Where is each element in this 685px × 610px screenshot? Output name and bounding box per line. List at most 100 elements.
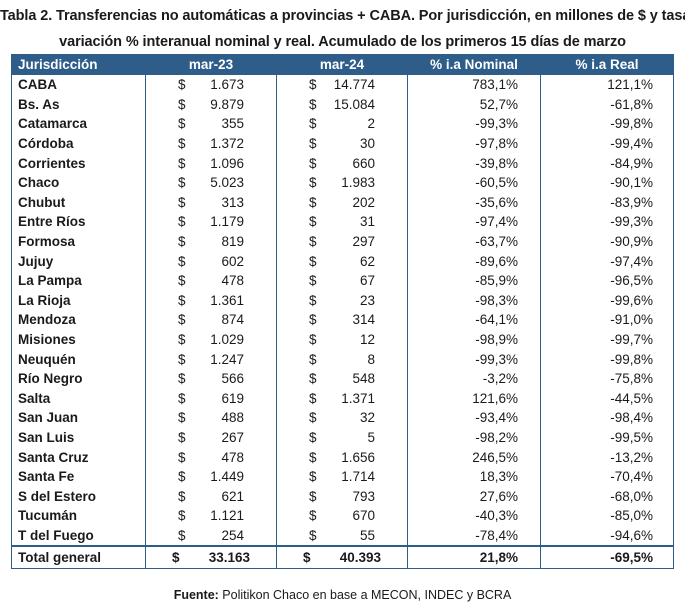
currency-symbol: $ — [178, 429, 186, 445]
table-row: Río Negro $566 $548 -3,2% -75,8% — [11, 368, 674, 389]
table-row: Misiones $1.029 $12 -98,9% -99,7% — [11, 329, 674, 350]
mar24-value: 202 — [352, 194, 375, 210]
table-row: Santa Cruz $478 $1.656 246,5% -13,2% — [11, 447, 674, 467]
mar24-value: 1.371 — [341, 390, 375, 406]
nominal-cell: -35,6% — [407, 192, 541, 213]
currency-symbol: $ — [309, 527, 317, 543]
source-text: Politikon Chaco en base a MECON, INDEC y… — [218, 588, 512, 602]
header-real: % i.a Real — [540, 54, 674, 75]
mar24-value: 12 — [359, 332, 375, 348]
mar24-value: 32 — [359, 410, 375, 426]
mar23-cell: $355 — [145, 114, 277, 134]
mar24-value: 30 — [359, 136, 375, 152]
jurisdiction-name: Catamarca — [11, 114, 146, 134]
mar23-cell: $1.179 — [145, 212, 277, 232]
real-cell: -68,0% — [540, 486, 674, 507]
mar24-cell: $1.983 — [276, 172, 408, 193]
mar23-value: 254 — [221, 527, 244, 543]
table-row: Salta $619 $1.371 121,6% -44,5% — [11, 388, 674, 409]
currency-symbol: $ — [178, 116, 186, 132]
real-cell: -99,3% — [540, 212, 674, 232]
mar24-cell: $15.084 — [276, 94, 408, 115]
currency-symbol: $ — [303, 550, 311, 566]
currency-symbol: $ — [178, 175, 186, 191]
mar24-value: 62 — [359, 253, 375, 269]
real-cell: -96,5% — [540, 270, 674, 291]
mar24-cell: $670 — [276, 506, 408, 526]
transfers-table: Jurisdicción mar-23 mar-24 % i.a Nominal… — [11, 54, 674, 570]
total-mar23: $33.163 — [145, 545, 277, 570]
jurisdiction-name: San Luis — [11, 427, 146, 448]
nominal-cell: 121,6% — [407, 388, 541, 409]
mar23-value: 621 — [221, 488, 244, 504]
real-cell: -99,4% — [540, 133, 674, 154]
table-row: San Luis $267 $5 -98,2% -99,5% — [11, 427, 674, 448]
nominal-cell: 27,6% — [407, 486, 541, 507]
real-cell: 121,1% — [540, 74, 674, 95]
currency-symbol: $ — [178, 96, 186, 112]
mar24-cell: $660 — [276, 153, 408, 173]
mar24-value: 15.084 — [333, 96, 375, 112]
mar24-value: 55 — [359, 527, 375, 543]
header-jurisdiccion: Jurisdicción — [11, 54, 146, 75]
mar24-cell: $297 — [276, 231, 408, 252]
mar23-cell: $874 — [145, 310, 277, 330]
nominal-cell: -89,6% — [407, 251, 541, 271]
mar23-value: 267 — [221, 429, 244, 445]
currency-symbol: $ — [309, 449, 317, 465]
real-cell: -61,8% — [540, 94, 674, 115]
jurisdiction-name: Salta — [11, 388, 146, 409]
currency-symbol: $ — [309, 234, 317, 250]
mar23-cell: $267 — [145, 427, 277, 448]
jurisdiction-name: Jujuy — [11, 251, 146, 271]
table-row: Entre Ríos $1.179 $31 -97,4% -99,3% — [11, 212, 674, 232]
header-mar23: mar-23 — [145, 54, 277, 75]
currency-symbol: $ — [309, 116, 317, 132]
mar24-cell: $31 — [276, 212, 408, 232]
real-cell: -98,4% — [540, 408, 674, 428]
table-row: Jujuy $602 $62 -89,6% -97,4% — [11, 251, 674, 271]
table-row: Catamarca $355 $2 -99,3% -99,8% — [11, 114, 674, 134]
mar24-cell: $2 — [276, 114, 408, 134]
table-row: S del Estero $621 $793 27,6% -68,0% — [11, 486, 674, 507]
title-line-2: variación % interanual nominal y real. A… — [59, 34, 626, 50]
table-row: San Juan $488 $32 -93,4% -98,4% — [11, 408, 674, 428]
mar23-cell: $478 — [145, 447, 277, 467]
mar23-cell: $819 — [145, 231, 277, 252]
real-cell: -84,9% — [540, 153, 674, 173]
nominal-cell: -98,2% — [407, 427, 541, 448]
nominal-cell: 18,3% — [407, 466, 541, 487]
currency-symbol: $ — [178, 292, 186, 308]
jurisdiction-name: Neuquén — [11, 349, 146, 369]
jurisdiction-name: Mendoza — [11, 310, 146, 330]
mar24-cell: $202 — [276, 192, 408, 213]
mar24-value: 548 — [352, 371, 375, 387]
currency-symbol: $ — [178, 410, 186, 426]
currency-symbol: $ — [178, 194, 186, 210]
mar24-value: 31 — [359, 214, 375, 230]
total-nominal: 21,8% — [407, 545, 541, 570]
source-note: Fuente: Politikon Chaco en base a MECON,… — [0, 588, 685, 602]
jurisdiction-name: Misiones — [11, 329, 146, 350]
table-row: Santa Fe $1.449 $1.714 18,3% -70,4% — [11, 466, 674, 487]
jurisdiction-name: Entre Ríos — [11, 212, 146, 232]
currency-symbol: $ — [309, 96, 317, 112]
nominal-cell: -60,5% — [407, 172, 541, 193]
mar24-cell: $12 — [276, 329, 408, 350]
currency-symbol: $ — [178, 214, 186, 230]
currency-symbol: $ — [178, 77, 186, 93]
header-nominal: % i.a Nominal — [407, 54, 541, 75]
mar24-cell: $793 — [276, 486, 408, 507]
mar24-value: 1.714 — [341, 469, 375, 485]
mar23-value: 9.879 — [210, 96, 244, 112]
jurisdiction-name: Río Negro — [11, 368, 146, 389]
jurisdiction-name: S del Estero — [11, 486, 146, 507]
nominal-cell: -98,3% — [407, 290, 541, 311]
jurisdiction-name: San Juan — [11, 408, 146, 428]
mar23-value: 1.121 — [210, 508, 244, 524]
nominal-cell: 246,5% — [407, 447, 541, 467]
currency-symbol: $ — [309, 253, 317, 269]
real-cell: -44,5% — [540, 388, 674, 409]
mar24-cell: $32 — [276, 408, 408, 428]
mar24-value: 670 — [352, 508, 375, 524]
